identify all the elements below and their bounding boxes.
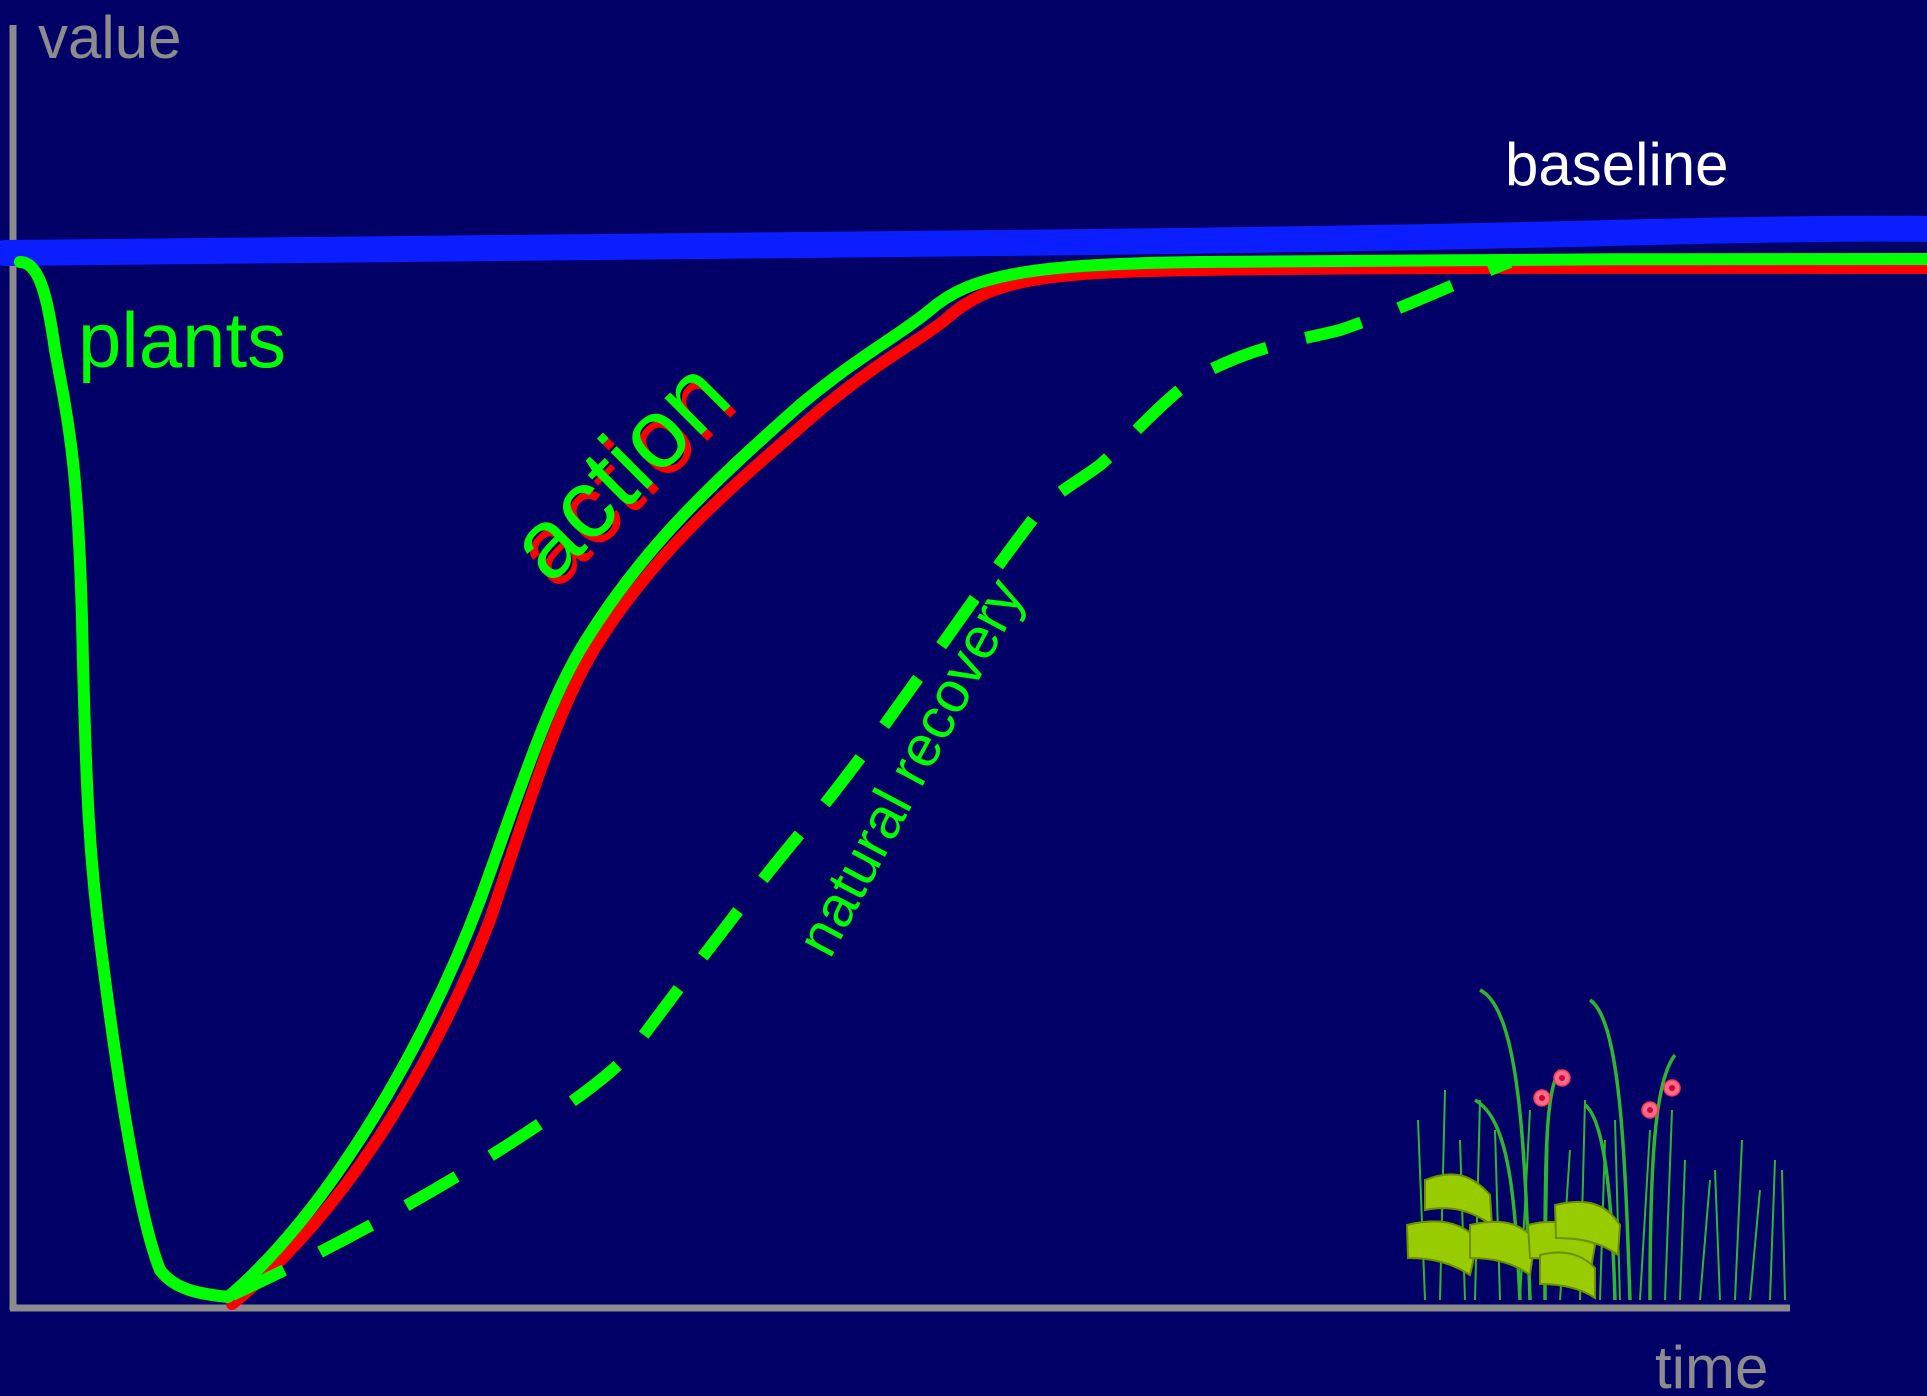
plants-label: plants	[78, 296, 286, 384]
plants-curve	[14, 253, 1927, 1303]
grass-and-flowers-icon	[1405, 988, 1786, 1301]
action-curve-shadow	[226, 261, 1927, 1310]
baseline-line	[0, 215, 1927, 266]
y-axis-label: value	[38, 4, 181, 71]
x-axis-label: time	[1655, 1334, 1768, 1396]
baseline-label: baseline	[1505, 131, 1729, 198]
